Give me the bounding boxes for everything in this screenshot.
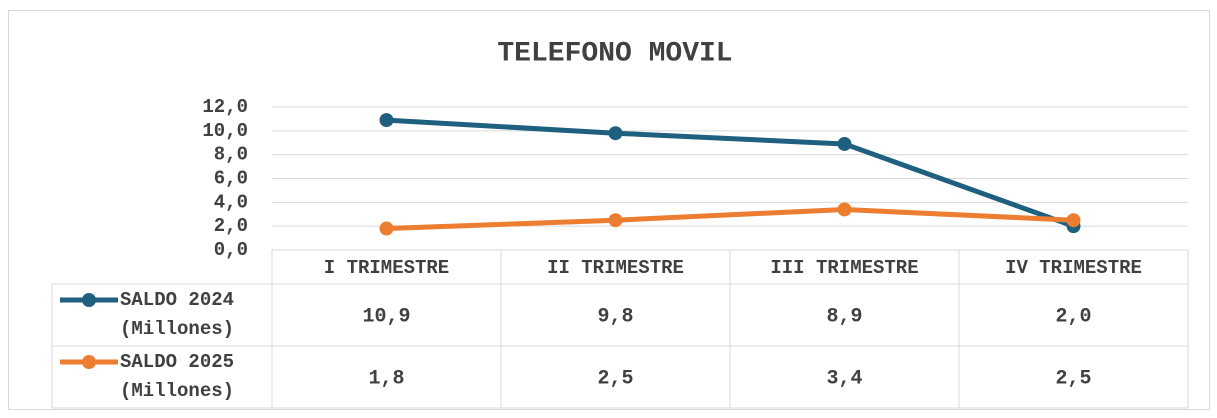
y-tick-label: 10,0 [202,120,248,142]
data-point [379,221,394,236]
data-point [608,126,623,141]
data-point [1066,213,1081,228]
table-value: 10,9 [362,305,410,328]
series-line [386,117,1075,229]
data-point [608,213,623,228]
legend-marker [82,355,96,369]
table-value: 8,9 [826,305,862,328]
table-value: 1,8 [368,367,404,390]
table-value: 2,5 [597,367,633,390]
y-tick-label: 12,0 [202,96,248,118]
x-tick-label: II TRIMESTRE [547,257,684,279]
legend-label: SALDO 2024 (Millones) [120,289,235,340]
y-tick-label: 0,0 [214,239,248,261]
y-tick-label: 8,0 [214,144,248,166]
x-tick-label: III TRIMESTRE [770,257,918,279]
x-tick-label: IV TRIMESTRE [1005,257,1142,279]
chart-border [8,10,1210,410]
data-point [379,113,394,128]
y-tick-label: 4,0 [214,191,248,213]
table-value: 9,8 [597,305,633,328]
data-point [837,136,852,151]
table-value: 2,0 [1055,305,1091,328]
table-value: 2,5 [1055,367,1091,390]
series-line [386,206,1074,232]
data-point [837,202,852,217]
y-tick-label: 2,0 [214,215,248,237]
legend-label: SALDO 2025 (Millones) [120,351,235,402]
table-value: 3,4 [826,367,862,390]
y-tick-label: 6,0 [214,168,248,190]
legend-marker [82,293,96,307]
x-tick-label: I TRIMESTRE [324,257,449,279]
chart-title: TELEFONO MOVIL [497,38,732,69]
